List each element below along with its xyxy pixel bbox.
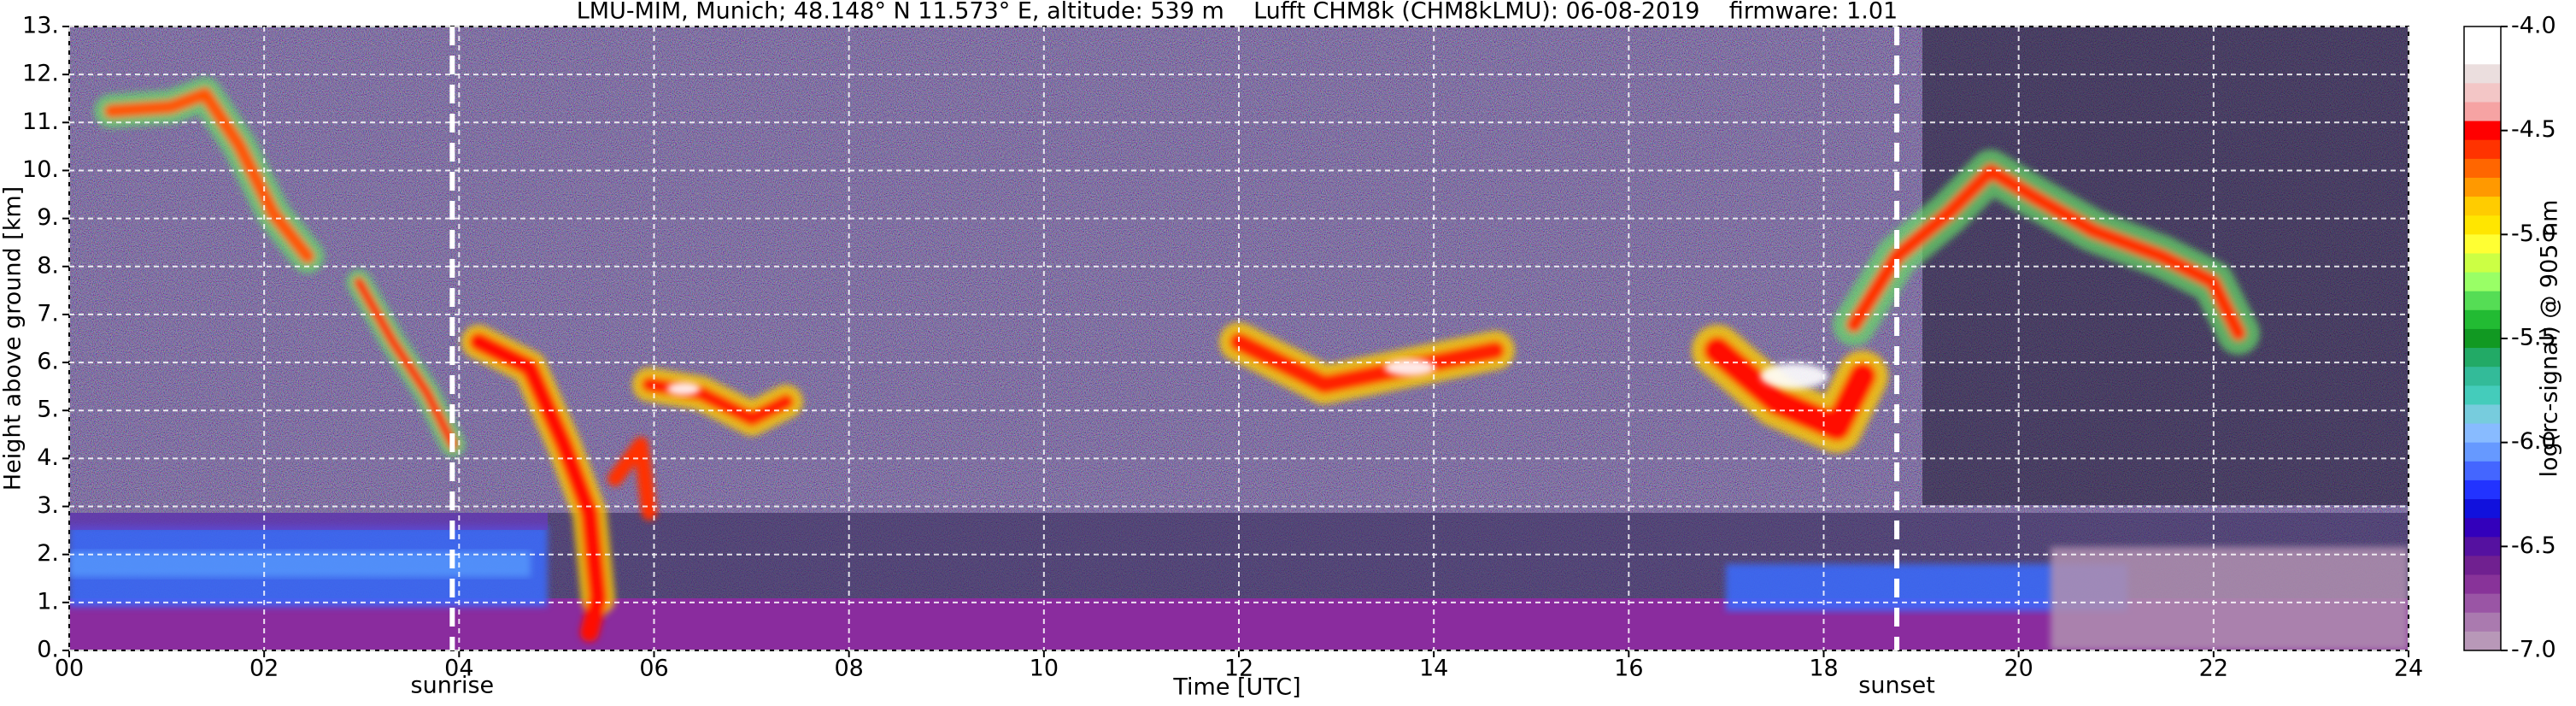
colorbar-band xyxy=(2464,404,2501,425)
x-tick-label: 16 xyxy=(1614,656,1643,682)
y-tick-label: 10. xyxy=(22,156,59,183)
colorbar-label: log(rc-signal) @ 905 nm xyxy=(2537,200,2563,478)
colorbar-band xyxy=(2464,367,2501,386)
colorbar-band xyxy=(2464,83,2501,103)
x-tick-label: 00 xyxy=(55,656,84,682)
y-tick-label: 0. xyxy=(37,637,59,663)
annotation-label: sunrise xyxy=(411,673,495,699)
x-axis-label: Time [UTC] xyxy=(1172,674,1300,701)
colorbar-band xyxy=(2464,64,2501,84)
x-tick-label: 24 xyxy=(2394,656,2423,682)
x-tick-label: 06 xyxy=(639,656,668,682)
x-tick-label: 04 xyxy=(444,656,473,682)
y-tick-label: 3. xyxy=(37,492,59,519)
colorbar-band xyxy=(2464,121,2501,141)
x-tick-label: 18 xyxy=(1809,656,1838,682)
colorbar-band xyxy=(2464,537,2501,556)
colorbar-band xyxy=(2464,234,2501,254)
colorbar-band xyxy=(2464,177,2501,197)
x-tick-label: 20 xyxy=(2004,656,2033,682)
colorbar-tick-label: -4.0 xyxy=(2511,13,2556,39)
colorbar-band xyxy=(2464,253,2501,274)
colorbar-band xyxy=(2464,593,2501,614)
colorbar-band xyxy=(2464,612,2501,632)
colorbar-band xyxy=(2464,291,2501,311)
x-tick-label: 02 xyxy=(249,656,279,682)
colorbar-band xyxy=(2464,442,2501,462)
colorbar-band xyxy=(2464,102,2501,122)
colorbar-band xyxy=(2464,197,2501,216)
annotation-label: sunset xyxy=(1858,673,1935,699)
colorbar-band xyxy=(2464,631,2501,651)
colorbar-tick-label: -5.0 xyxy=(2511,221,2556,247)
y-tick-label: 11. xyxy=(22,109,59,135)
y-tick-label: 1. xyxy=(37,588,59,615)
y-tick-label: 12. xyxy=(22,61,59,87)
colorbar-band xyxy=(2464,574,2501,595)
colorbar-tick-label: -4.5 xyxy=(2511,116,2556,143)
x-tick-label: 22 xyxy=(2199,656,2228,682)
y-tick-label: 2. xyxy=(37,540,59,567)
x-tick-label: 12 xyxy=(1224,656,1253,682)
colorbar-band xyxy=(2464,556,2501,576)
colorbar-band xyxy=(2464,139,2501,160)
colorbar-band xyxy=(2464,215,2501,235)
colorbar-band xyxy=(2464,309,2501,330)
x-tick-label: 08 xyxy=(834,656,863,682)
colorbar-tick-label: -5.5 xyxy=(2511,325,2556,351)
y-axis-label: Height above ground [km] xyxy=(0,186,26,491)
y-tick-label: 7. xyxy=(37,300,59,327)
y-tick-label: 13. xyxy=(22,13,59,39)
colorbar-band xyxy=(2464,328,2501,349)
colorbar-band xyxy=(2464,518,2501,538)
x-tick-label: 10 xyxy=(1030,656,1059,682)
y-tick-label: 4. xyxy=(37,444,59,471)
y-tick-label: 9. xyxy=(37,204,59,231)
y-tick-label: 8. xyxy=(37,252,59,279)
colorbar-tick-label: -7.0 xyxy=(2511,637,2556,663)
colorbar-band xyxy=(2464,272,2501,292)
y-tick-label: 6. xyxy=(37,349,59,375)
chart-title: LMU-MIM, Munich; 48.148° N 11.573° E, al… xyxy=(577,0,1898,25)
x-tick-label: 14 xyxy=(1419,656,1448,682)
y-tick-label: 5. xyxy=(37,397,59,423)
colorbar-band xyxy=(2464,158,2501,179)
colorbar-band xyxy=(2464,348,2501,368)
colorbar-band xyxy=(2464,45,2501,65)
colorbar-band xyxy=(2464,499,2501,519)
colorbar-tick-label: -6.5 xyxy=(2511,532,2556,559)
colorbar-band xyxy=(2464,461,2501,481)
colorbar-band xyxy=(2464,385,2501,405)
colorbar-tick-label: -6.0 xyxy=(2511,428,2556,455)
colorbar-band xyxy=(2464,423,2501,444)
colorbar-band xyxy=(2464,479,2501,500)
colorbar-band xyxy=(2464,26,2501,46)
